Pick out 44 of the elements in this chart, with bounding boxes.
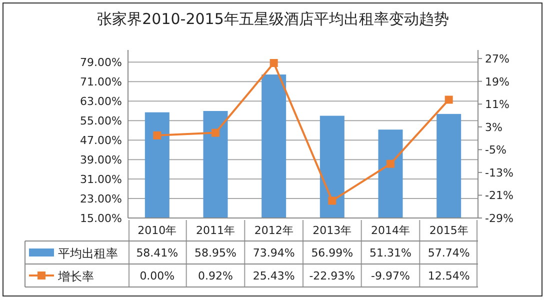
y-tick-label: 47.00% (80, 134, 122, 148)
data-label: 51.31% (370, 246, 412, 260)
data-label: 56.99% (311, 246, 354, 260)
point (386, 160, 394, 168)
data-label: 58.95% (194, 246, 236, 260)
point (444, 96, 453, 104)
y2-tick-label: -29% (485, 212, 514, 225)
point (270, 59, 278, 68)
data-label: 25.43% (252, 270, 295, 282)
data-label: 73.94% (252, 246, 295, 260)
y-tick-label: 55.00% (80, 114, 122, 128)
y2-tick-label: -13% (485, 166, 514, 180)
y2-tick-label: 11% (485, 98, 510, 112)
x-tick-label: 2012年 (254, 224, 294, 237)
point (328, 196, 336, 205)
point (212, 128, 220, 137)
y-tick-label: 23.00% (80, 192, 122, 206)
data-label: 0.92% (198, 270, 233, 282)
y2-tick-label: 3% (485, 120, 502, 134)
x-tick-label: 2015年 (429, 224, 468, 237)
y2-tick-label: -5% (485, 144, 506, 157)
data-label: 58.41% (136, 246, 178, 260)
y2-tick-label: -21% (485, 189, 514, 202)
y-tick-label: 63.00% (80, 95, 122, 108)
chart-title: 张家界2010-2015年五星级酒店平均出租率变动趋势 (97, 10, 449, 28)
x-tick-label: 2011年 (196, 224, 235, 237)
y2-tick-label: 19% (485, 75, 510, 88)
y-tick-label: 15.00% (80, 212, 122, 225)
data-label: -22.93% (309, 270, 356, 282)
data-label: 57.74% (428, 246, 470, 260)
legend-label: 平均出租率 (58, 246, 118, 260)
y-tick-label: 79.00% (80, 56, 122, 70)
x-tick-label: 2013年 (312, 224, 352, 237)
data-label: 0.00% (140, 270, 175, 282)
y-tick-label: 31.00% (80, 173, 122, 186)
x-tick-label: 2014年 (371, 224, 410, 237)
data-label: -9.97% (371, 270, 410, 282)
y-tick-label: 71.00% (80, 76, 122, 89)
y-tick-label: 39.00% (80, 154, 122, 167)
legend-label: 增长率 (57, 270, 94, 284)
x-tick-label: 2010年 (138, 224, 177, 237)
data-label: 12.54% (428, 270, 470, 282)
point (153, 131, 162, 140)
y2-tick-label: 27% (485, 52, 510, 66)
